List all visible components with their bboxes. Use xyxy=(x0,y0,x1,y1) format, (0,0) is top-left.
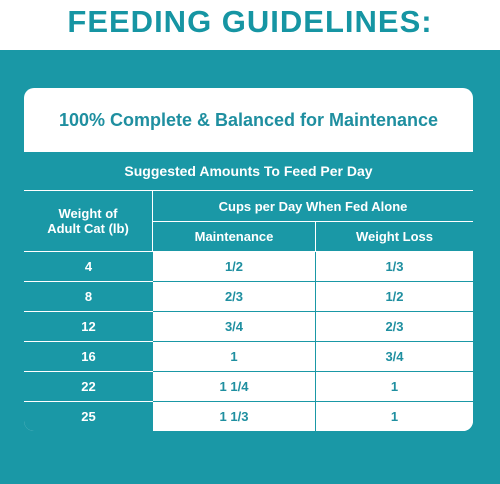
weight-loss-column-header: Weight Loss xyxy=(316,222,473,252)
feeding-card: 100% Complete & Balanced for Maintenance… xyxy=(24,88,473,431)
weight-loss-cell: 1/2 xyxy=(316,282,473,312)
maintenance-column-header: Maintenance xyxy=(153,222,316,252)
feeding-table: Suggested Amounts To Feed Per Day Weight… xyxy=(24,152,473,431)
weight-cell: 4 xyxy=(24,252,153,282)
weight-loss-cell: 1 xyxy=(316,372,473,402)
weight-cell: 16 xyxy=(24,342,153,372)
card-title: 100% Complete & Balanced for Maintenance xyxy=(58,110,439,130)
maintenance-cell: 2/3 xyxy=(153,282,316,312)
table-caption: Suggested Amounts To Feed Per Day xyxy=(24,152,473,191)
maintenance-cell: 3/4 xyxy=(153,312,316,342)
header-area: FEEDING GUIDELINES: xyxy=(0,0,500,50)
cups-group-header: Cups per Day When Fed Alone xyxy=(153,191,473,222)
weight-loss-cell: 1/3 xyxy=(316,252,473,282)
weight-loss-cell: 3/4 xyxy=(316,342,473,372)
weight-loss-cell: 2/3 xyxy=(316,312,473,342)
weight-cell: 22 xyxy=(24,372,153,402)
weight-loss-cell: 1 xyxy=(316,402,473,431)
maintenance-cell: 1/2 xyxy=(153,252,316,282)
page-title: FEEDING GUIDELINES: xyxy=(67,4,433,39)
maintenance-cell: 1 1/4 xyxy=(153,372,316,402)
weight-header-line1: Weight of xyxy=(58,206,118,221)
weight-header-line2: Adult Cat (lb) xyxy=(47,221,129,236)
maintenance-cell: 1 1/3 xyxy=(153,402,316,431)
weight-column-header: Weight of Adult Cat (lb) xyxy=(24,191,153,252)
weight-cell: 25 xyxy=(24,402,153,431)
weight-cell: 12 xyxy=(24,312,153,342)
weight-cell: 8 xyxy=(24,282,153,312)
maintenance-cell: 1 xyxy=(153,342,316,372)
